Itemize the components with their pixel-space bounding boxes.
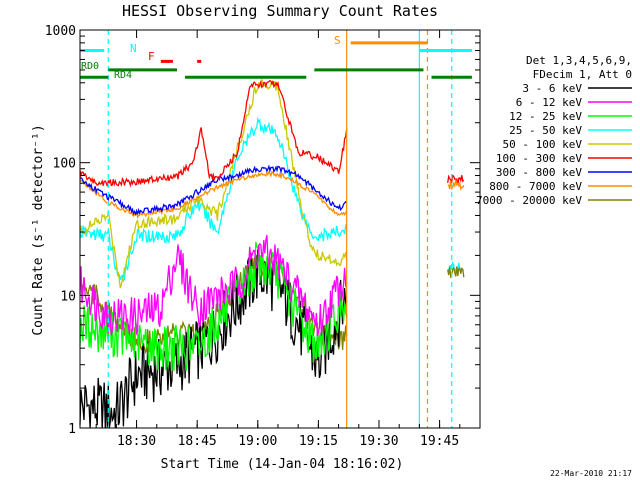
x-tick-label: 18:45 xyxy=(178,434,217,449)
series-line-4 xyxy=(79,78,348,289)
flag-rd4-label: RD4 xyxy=(114,70,132,81)
series-line-0 xyxy=(79,244,348,429)
y-axis-label: Count Rate (s⁻¹ detector⁻¹) xyxy=(31,124,46,335)
late-line-olive xyxy=(447,266,465,279)
series-line-7 xyxy=(79,170,348,219)
flag-s-label: S xyxy=(334,34,341,47)
chart-title: HESSI Observing Summary Count Rates xyxy=(122,2,438,20)
y-tick-label: 10 xyxy=(60,289,76,304)
legend-label: 100 - 300 keV xyxy=(496,152,582,165)
plot-frame xyxy=(79,29,481,429)
legend-header-1: Det 1,3,4,5,6,9, xyxy=(526,54,632,67)
x-tick-label: 19:00 xyxy=(238,434,277,449)
legend-label: 7000 - 20000 keV xyxy=(476,194,582,207)
late-line-orange xyxy=(447,179,465,191)
x-tick-label: 19:15 xyxy=(299,434,338,449)
y-axis: 1 10 100 1000 xyxy=(45,24,480,437)
x-tick-label: 19:45 xyxy=(420,434,459,449)
legend-label: 3 - 6 keV xyxy=(522,82,582,95)
series-line-1 xyxy=(79,235,348,337)
series-line-3 xyxy=(79,116,348,283)
flag-bars xyxy=(80,30,472,428)
y-tick-label: 100 xyxy=(53,157,76,172)
legend-label: 25 - 50 keV xyxy=(509,124,582,137)
flag-n-label: N xyxy=(130,42,137,55)
x-tick-label: 18:30 xyxy=(117,434,156,449)
flag-f-label: F xyxy=(148,50,155,63)
legend-label: 12 - 25 keV xyxy=(509,110,582,123)
series-line-6 xyxy=(79,164,348,217)
legend-label: 6 - 12 keV xyxy=(516,96,583,109)
series-line-2 xyxy=(79,241,348,372)
legend-header-2: FDecim 1, Att 0 xyxy=(533,68,632,81)
y-tick-label: 1000 xyxy=(45,24,76,39)
x-axis: 18:30 18:45 19:00 19:15 19:30 19:45 xyxy=(95,30,461,449)
flag-rd0-label: RD0 xyxy=(81,61,99,72)
legend-label: 300 - 800 keV xyxy=(496,166,582,179)
late-line-red xyxy=(447,174,465,185)
x-axis-label: Start Time (14-Jan-04 18:16:02) xyxy=(161,457,404,472)
legend-label: 800 - 7000 keV xyxy=(489,180,582,193)
x-tick-label: 19:30 xyxy=(359,434,398,449)
y-tick-label: 1 xyxy=(68,422,76,437)
footer-timestamp: 22-Mar-2010 21:17 xyxy=(550,469,632,478)
series-lines xyxy=(79,78,465,429)
series-line-5 xyxy=(79,79,348,188)
legend-label: 50 - 100 keV xyxy=(503,138,583,151)
